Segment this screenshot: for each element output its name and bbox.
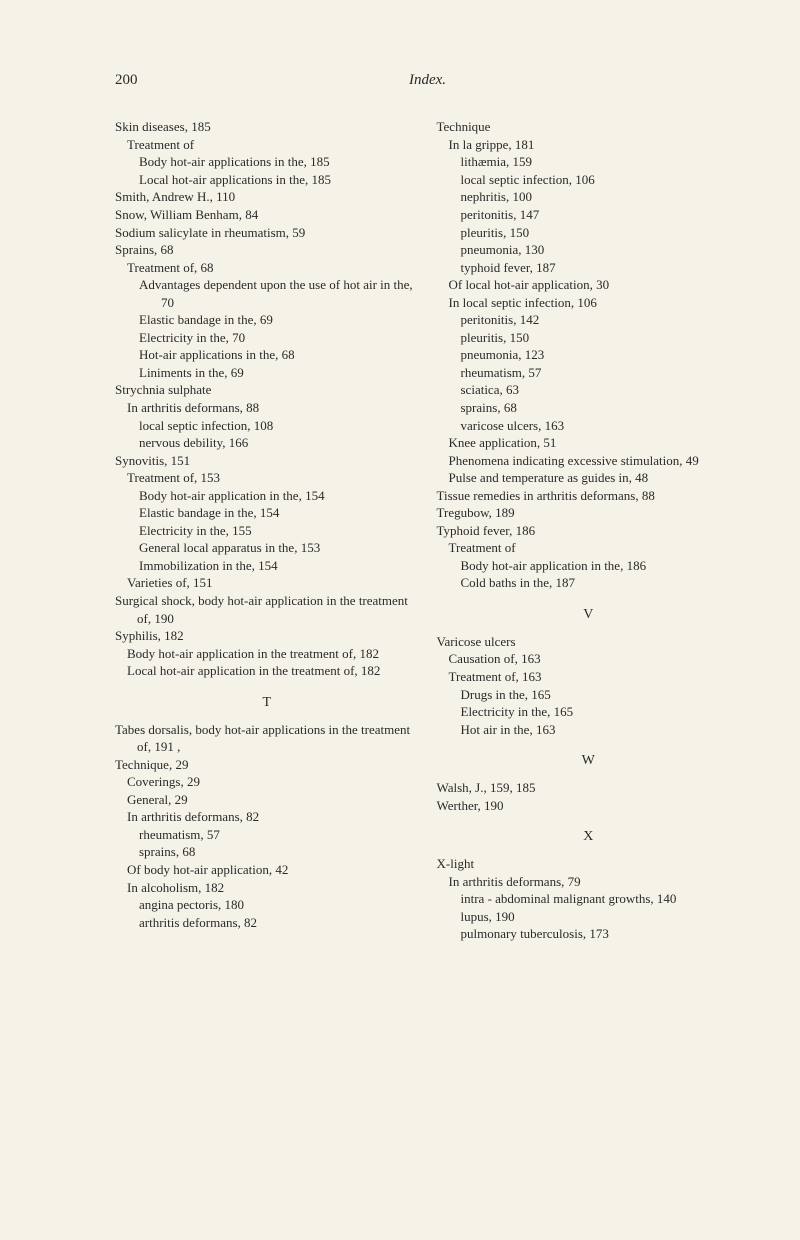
index-entry: arthritis deformans, 82 xyxy=(115,914,419,932)
index-entry: Body hot-air application in the, 186 xyxy=(437,557,741,575)
index-entry: Pulse and temperature as guides in, 48 xyxy=(437,469,741,487)
index-entry: nervous debility, 166 xyxy=(115,434,419,452)
index-entry: rheumatism, 57 xyxy=(115,826,419,844)
index-entry: Electricity in the, 155 xyxy=(115,522,419,540)
index-entry: Liniments in the, 69 xyxy=(115,364,419,382)
index-entry: Werther, 190 xyxy=(437,797,741,815)
index-entry: In arthritis deformans, 82 xyxy=(115,808,419,826)
index-entry: sprains, 68 xyxy=(115,843,419,861)
index-entry: Synovitis, 151 xyxy=(115,452,419,470)
section-letter-t: T xyxy=(115,694,419,713)
index-entry: Coverings, 29 xyxy=(115,773,419,791)
index-entry: peritonitis, 142 xyxy=(437,311,741,329)
index-entry: lithæmia, 159 xyxy=(437,153,741,171)
index-entry: pleuritis, 150 xyxy=(437,224,741,242)
index-entry: nephritis, 100 xyxy=(437,188,741,206)
index-entry: Electricity in the, 165 xyxy=(437,703,741,721)
index-entry: Varieties of, 151 xyxy=(115,574,419,592)
index-entry: varicose ulcers, 163 xyxy=(437,417,741,435)
index-entry: Of body hot-air application, 42 xyxy=(115,861,419,879)
index-entry: peritonitis, 147 xyxy=(437,206,741,224)
index-entry: General, 29 xyxy=(115,791,419,809)
index-entry: Body hot-air application in the, 154 xyxy=(115,487,419,505)
index-entry: In la grippe, 181 xyxy=(437,136,741,154)
index-entry: Strychnia sulphate xyxy=(115,381,419,399)
index-entry: Drugs in the, 165 xyxy=(437,686,741,704)
index-entry: Technique xyxy=(437,118,741,136)
index-entry: pleuritis, 150 xyxy=(437,329,741,347)
index-entry: Cold baths in the, 187 xyxy=(437,574,741,592)
index-entry: In arthritis deformans, 79 xyxy=(437,873,741,891)
index-entry: Tabes dorsalis, body hot-air application… xyxy=(115,721,419,756)
index-entry: pneumonia, 123 xyxy=(437,346,741,364)
index-entry: Body hot-air applications in the, 185 xyxy=(115,153,419,171)
index-columns: Skin diseases, 185 Treatment of Body hot… xyxy=(115,118,740,943)
index-entry: General local apparatus in the, 153 xyxy=(115,539,419,557)
page-header: 200 Index. xyxy=(115,70,740,90)
index-entry: Knee application, 51 xyxy=(437,434,741,452)
index-entry: typhoid fever, 187 xyxy=(437,259,741,277)
index-entry: Elastic bandage in the, 69 xyxy=(115,311,419,329)
right-column: Technique In la grippe, 181 lithæmia, 15… xyxy=(437,118,741,943)
index-entry: X-light xyxy=(437,855,741,873)
index-entry: lupus, 190 xyxy=(437,908,741,926)
section-letter-w: W xyxy=(437,752,741,771)
section-letter-x: X xyxy=(437,828,741,847)
index-entry: pneumonia, 130 xyxy=(437,241,741,259)
index-entry: Hot air in the, 163 xyxy=(437,721,741,739)
index-entry: local septic infection, 108 xyxy=(115,417,419,435)
index-entry: In local septic infection, 106 xyxy=(437,294,741,312)
index-entry: Smith, Andrew H., 110 xyxy=(115,188,419,206)
index-entry: Electricity in the, 70 xyxy=(115,329,419,347)
index-entry: Immobilization in the, 154 xyxy=(115,557,419,575)
index-entry: Varicose ulcers xyxy=(437,633,741,651)
index-entry: Treatment of, 163 xyxy=(437,668,741,686)
index-entry: Elastic bandage in the, 154 xyxy=(115,504,419,522)
index-entry: Technique, 29 xyxy=(115,756,419,774)
index-entry: Of local hot-air application, 30 xyxy=(437,276,741,294)
section-letter-v: V xyxy=(437,606,741,625)
index-entry: sprains, 68 xyxy=(437,399,741,417)
index-entry: Syphilis, 182 xyxy=(115,627,419,645)
left-column: Skin diseases, 185 Treatment of Body hot… xyxy=(115,118,419,943)
page-number: 200 xyxy=(115,70,165,90)
index-entry: sciatica, 63 xyxy=(437,381,741,399)
index-entry: Treatment of xyxy=(437,539,741,557)
index-entry: Hot-air applications in the, 68 xyxy=(115,346,419,364)
index-entry: Treatment of, 153 xyxy=(115,469,419,487)
index-entry: Sodium salicylate in rheumatism, 59 xyxy=(115,224,419,242)
index-entry: Advantages dependent upon the use of hot… xyxy=(115,276,419,311)
index-entry: Snow, William Benham, 84 xyxy=(115,206,419,224)
index-entry: Treatment of xyxy=(115,136,419,154)
index-entry: Skin diseases, 185 xyxy=(115,118,419,136)
index-entry: rheumatism, 57 xyxy=(437,364,741,382)
index-entry: Local hot-air application in the treatme… xyxy=(115,662,419,680)
index-entry: Body hot-air application in the treatmen… xyxy=(115,645,419,663)
index-entry: Sprains, 68 xyxy=(115,241,419,259)
page-title: Index. xyxy=(165,70,740,90)
index-entry: angina pectoris, 180 xyxy=(115,896,419,914)
index-entry: Local hot-air applications in the, 185 xyxy=(115,171,419,189)
index-entry: In alcoholism, 182 xyxy=(115,879,419,897)
index-entry: Surgical shock, body hot-air application… xyxy=(115,592,419,627)
index-entry: Causation of, 163 xyxy=(437,650,741,668)
index-entry: Walsh, J., 159, 185 xyxy=(437,779,741,797)
index-entry: Typhoid fever, 186 xyxy=(437,522,741,540)
index-entry: intra - abdominal malignant growths, 140 xyxy=(437,890,741,908)
index-entry: pulmonary tuberculosis, 173 xyxy=(437,925,741,943)
index-entry: Treatment of, 68 xyxy=(115,259,419,277)
index-entry: In arthritis deformans, 88 xyxy=(115,399,419,417)
index-entry: Phenomena indicating excessive stimulati… xyxy=(437,452,741,470)
index-entry: Tissue remedies in arthritis deformans, … xyxy=(437,487,741,505)
index-entry: local septic infection, 106 xyxy=(437,171,741,189)
index-entry: Tregubow, 189 xyxy=(437,504,741,522)
